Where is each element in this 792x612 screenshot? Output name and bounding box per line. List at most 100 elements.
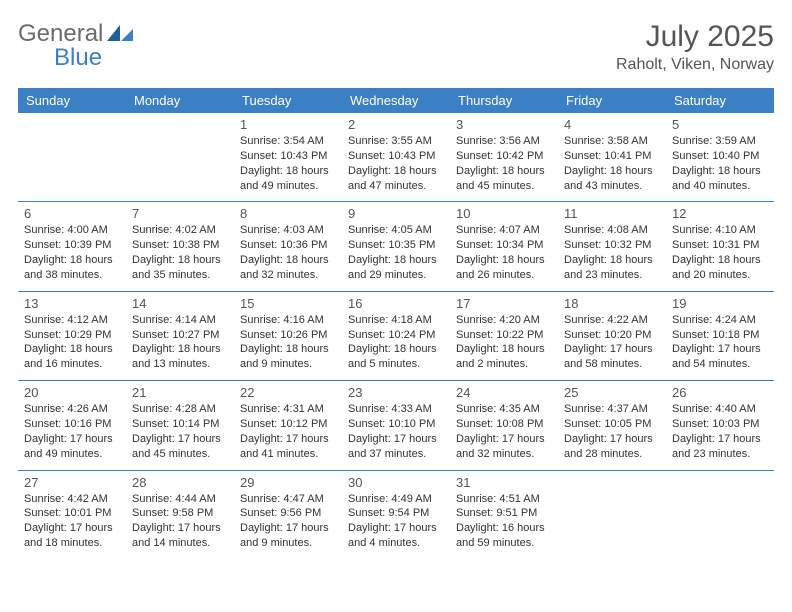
day-number: 15 [240, 296, 336, 311]
calendar-day-cell: 20 Sunrise: 4:26 AMSunset: 10:16 PMDaylig… [18, 381, 126, 470]
day-number: 17 [456, 296, 552, 311]
day-info: Sunrise: 4:18 AMSunset: 10:24 PMDaylight… [348, 313, 444, 372]
calendar-day-cell [666, 470, 774, 559]
day-info: Sunrise: 4:12 AMSunset: 10:29 PMDaylight… [24, 313, 120, 372]
day-info: Sunrise: 3:58 AMSunset: 10:41 PMDaylight… [564, 134, 660, 193]
calendar-day-cell: 21 Sunrise: 4:28 AMSunset: 10:14 PMDaylig… [126, 381, 234, 470]
day-number: 2 [348, 117, 444, 132]
day-number: 30 [348, 475, 444, 490]
day-info: Sunrise: 4:05 AMSunset: 10:35 PMDaylight… [348, 223, 444, 282]
day-info: Sunrise: 4:20 AMSunset: 10:22 PMDaylight… [456, 313, 552, 372]
calendar-day-cell: 26Sunrise: 4:40 AMSunset: 10:03 PMDaylig… [666, 381, 774, 470]
calendar-day-cell: 28Sunrise: 4:44 AMSunset: 9:58 PMDayligh… [126, 470, 234, 559]
day-info: Sunrise: 4:28 AMSunset: 10:14 PMDaylight… [132, 402, 228, 461]
day-number: 25 [564, 385, 660, 400]
day-number: 22 [240, 385, 336, 400]
calendar-day-cell: 2 Sunrise: 3:55 AMSunset: 10:43 PMDayligh… [342, 113, 450, 202]
day-number: 3 [456, 117, 552, 132]
day-number: 16 [348, 296, 444, 311]
calendar-day-cell: 3 Sunrise: 3:56 AMSunset: 10:42 PMDayligh… [450, 113, 558, 202]
day-info: Sunrise: 4:24 AMSunset: 10:18 PMDaylight… [672, 313, 768, 372]
day-info: Sunrise: 4:33 AMSunset: 10:10 PMDaylight… [348, 402, 444, 461]
weekday-header: Wednesday [342, 88, 450, 113]
logo: General Blue [18, 20, 133, 48]
day-info: Sunrise: 4:44 AMSunset: 9:58 PMDaylight:… [132, 492, 228, 551]
day-info: Sunrise: 4:40 AMSunset: 10:03 PMDaylight… [672, 402, 768, 461]
calendar-week-row: 13 Sunrise: 4:12 AMSunset: 10:29 PMDaylig… [18, 291, 774, 380]
header: General Blue July 2025 Raholt, Viken, No… [18, 20, 774, 74]
calendar-header-row: SundayMondayTuesdayWednesdayThursdayFrid… [18, 88, 774, 113]
calendar-day-cell: 23 Sunrise: 4:33 AMSunset: 10:10 PMDaylig… [342, 381, 450, 470]
calendar-day-cell: 24 Sunrise: 4:35 AMSunset: 10:08 PMDaylig… [450, 381, 558, 470]
day-info: Sunrise: 4:03 AMSunset: 10:36 PMDaylight… [240, 223, 336, 282]
calendar-day-cell: 10 Sunrise: 4:07 AMSunset: 10:34 PMDaylig… [450, 202, 558, 291]
calendar-day-cell: 11 Sunrise: 4:08 AMSunset: 10:32 PMDaylig… [558, 202, 666, 291]
calendar-day-cell: 4 Sunrise: 3:58 AMSunset: 10:41 PMDayligh… [558, 113, 666, 202]
day-number: 12 [672, 206, 768, 221]
day-info: Sunrise: 4:47 AMSunset: 9:56 PMDaylight:… [240, 492, 336, 551]
calendar-day-cell: 9Sunrise: 4:05 AMSunset: 10:35 PMDayligh… [342, 202, 450, 291]
day-info: Sunrise: 4:02 AMSunset: 10:38 PMDaylight… [132, 223, 228, 282]
day-number: 23 [348, 385, 444, 400]
calendar-day-cell [18, 113, 126, 202]
day-info: Sunrise: 4:14 AMSunset: 10:27 PMDaylight… [132, 313, 228, 372]
weekday-header: Monday [126, 88, 234, 113]
day-info: Sunrise: 4:26 AMSunset: 10:16 PMDaylight… [24, 402, 120, 461]
day-number: 21 [132, 385, 228, 400]
day-info: Sunrise: 3:54 AMSunset: 10:43 PMDaylight… [240, 134, 336, 193]
calendar-day-cell: 14Sunrise: 4:14 AMSunset: 10:27 PMDaylig… [126, 291, 234, 380]
day-info: Sunrise: 4:37 AMSunset: 10:05 PMDaylight… [564, 402, 660, 461]
day-number: 31 [456, 475, 552, 490]
calendar-day-cell: 31Sunrise: 4:51 AMSunset: 9:51 PMDayligh… [450, 470, 558, 559]
logo-text-blue: Blue [54, 44, 102, 72]
calendar-day-cell: 16 Sunrise: 4:18 AMSunset: 10:24 PMDaylig… [342, 291, 450, 380]
calendar-week-row: 20 Sunrise: 4:26 AMSunset: 10:16 PMDaylig… [18, 381, 774, 470]
day-number: 19 [672, 296, 768, 311]
day-info: Sunrise: 4:07 AMSunset: 10:34 PMDaylight… [456, 223, 552, 282]
calendar-day-cell: 5Sunrise: 3:59 AMSunset: 10:40 PMDayligh… [666, 113, 774, 202]
location: Raholt, Viken, Norway [616, 56, 774, 74]
day-number: 13 [24, 296, 120, 311]
calendar-day-cell: 15 Sunrise: 4:16 AMSunset: 10:26 PMDaylig… [234, 291, 342, 380]
day-number: 4 [564, 117, 660, 132]
calendar-day-cell: 12 Sunrise: 4:10 AMSunset: 10:31 PMDaylig… [666, 202, 774, 291]
day-number: 20 [24, 385, 120, 400]
calendar-day-cell: 7 Sunrise: 4:02 AMSunset: 10:38 PMDayligh… [126, 202, 234, 291]
day-number: 11 [564, 206, 660, 221]
calendar-day-cell: 25 Sunrise: 4:37 AMSunset: 10:05 PMDaylig… [558, 381, 666, 470]
day-info: Sunrise: 4:31 AMSunset: 10:12 PMDaylight… [240, 402, 336, 461]
calendar-day-cell: 18Sunrise: 4:22 AMSunset: 10:20 PMDaylig… [558, 291, 666, 380]
day-info: Sunrise: 4:10 AMSunset: 10:31 PMDaylight… [672, 223, 768, 282]
calendar-week-row: 6 Sunrise: 4:00 AMSunset: 10:39 PMDayligh… [18, 202, 774, 291]
day-number: 1 [240, 117, 336, 132]
day-number: 7 [132, 206, 228, 221]
day-info: Sunrise: 4:35 AMSunset: 10:08 PMDaylight… [456, 402, 552, 461]
calendar-body: 1 Sunrise: 3:54 AMSunset: 10:43 PMDayligh… [18, 113, 774, 559]
calendar-table: SundayMondayTuesdayWednesdayThursdayFrid… [18, 88, 774, 559]
day-number: 24 [456, 385, 552, 400]
day-number: 8 [240, 206, 336, 221]
weekday-header: Sunday [18, 88, 126, 113]
day-number: 10 [456, 206, 552, 221]
calendar-day-cell: 29 Sunrise: 4:47 AMSunset: 9:56 PMDayligh… [234, 470, 342, 559]
calendar-day-cell: 6 Sunrise: 4:00 AMSunset: 10:39 PMDayligh… [18, 202, 126, 291]
day-info: Sunrise: 4:08 AMSunset: 10:32 PMDaylight… [564, 223, 660, 282]
calendar-day-cell: 17 Sunrise: 4:20 AMSunset: 10:22 PMDaylig… [450, 291, 558, 380]
day-info: Sunrise: 3:56 AMSunset: 10:42 PMDaylight… [456, 134, 552, 193]
day-number: 18 [564, 296, 660, 311]
weekday-header: Thursday [450, 88, 558, 113]
day-number: 5 [672, 117, 768, 132]
logo-sail-icon [107, 25, 133, 43]
day-number: 29 [240, 475, 336, 490]
day-info: Sunrise: 3:55 AMSunset: 10:43 PMDaylight… [348, 134, 444, 193]
day-info: Sunrise: 4:16 AMSunset: 10:26 PMDaylight… [240, 313, 336, 372]
calendar-day-cell: 19 Sunrise: 4:24 AMSunset: 10:18 PMDaylig… [666, 291, 774, 380]
day-number: 6 [24, 206, 120, 221]
day-info: Sunrise: 4:49 AMSunset: 9:54 PMDaylight:… [348, 492, 444, 551]
month-title: July 2025 [616, 20, 774, 54]
weekday-header: Tuesday [234, 88, 342, 113]
day-info: Sunrise: 4:42 AMSunset: 10:01 PMDaylight… [24, 492, 120, 551]
day-info: Sunrise: 4:00 AMSunset: 10:39 PMDaylight… [24, 223, 120, 282]
day-number: 27 [24, 475, 120, 490]
calendar-day-cell: 30 Sunrise: 4:49 AMSunset: 9:54 PMDayligh… [342, 470, 450, 559]
